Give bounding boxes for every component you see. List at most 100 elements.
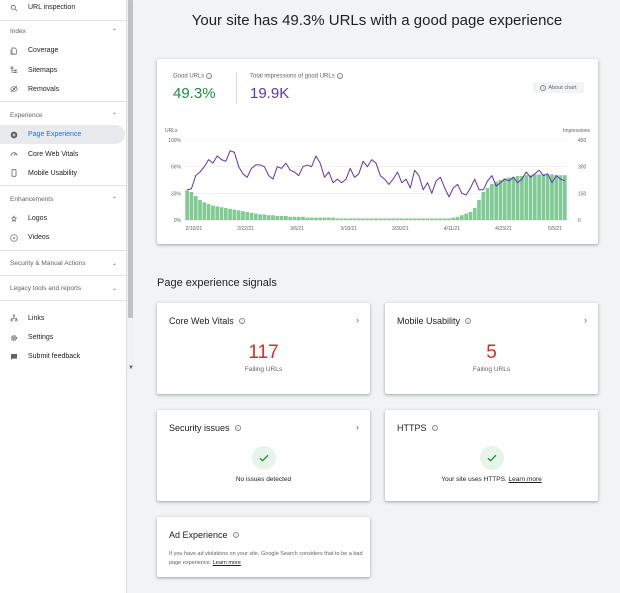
sidebar-item-label: Submit feedback: [28, 353, 81, 361]
failing-count: 117: [248, 342, 279, 363]
chevron-up-icon[interactable]: ⌃: [111, 28, 117, 35]
bar: [356, 218, 361, 220]
security-issues-card[interactable]: Security issues? › No issues detected: [157, 410, 370, 501]
bar: [301, 216, 305, 220]
sidebar-item-label: Videos: [28, 234, 50, 242]
mobile-usability-card[interactable]: Mobile Usability? › 5 Failing URLs: [385, 303, 598, 394]
gear-icon: [0, 334, 28, 342]
bar: [202, 202, 207, 220]
help-icon[interactable]: ?: [206, 73, 213, 79]
help-icon[interactable]: ?: [336, 73, 343, 79]
coverage-icon: [0, 47, 28, 55]
status-line: Your site uses HTTPS. Learn more: [385, 476, 598, 483]
chevron-right-icon[interactable]: ›: [584, 315, 587, 325]
failing-label: Failing URLs: [472, 366, 511, 373]
help-icon[interactable]: ?: [465, 318, 472, 324]
bar: [305, 217, 310, 220]
sitemap-icon: [0, 66, 28, 74]
bar: [520, 176, 524, 220]
bar: [468, 212, 473, 220]
help-icon[interactable]: ?: [234, 425, 241, 431]
chevron-up-icon[interactable]: ⌃: [111, 112, 117, 119]
sidebar-section-enhancements[interactable]: Enhancements ⌃: [0, 190, 127, 208]
x-tick-label: 3/18/21: [340, 226, 357, 232]
learn-more-link[interactable]: Learn more: [212, 560, 241, 566]
good-urls-label: Good URLs: [173, 73, 205, 80]
core-web-vitals-card[interactable]: Core Web Vitals? › 117 Failing URLs: [157, 303, 370, 394]
sidebar-item-core-web-vitals[interactable]: Core Web Vitals: [0, 145, 127, 164]
help-icon[interactable]: ?: [431, 425, 438, 431]
bar: [404, 218, 408, 220]
bar: [279, 216, 284, 220]
bar: [288, 216, 293, 220]
bar: [198, 200, 202, 220]
sidebar-item-links[interactable]: Links: [0, 309, 127, 328]
sidebar-section-security-manual-actions[interactable]: Security & Manual Actions ⌄: [0, 255, 127, 273]
chevron-up-icon[interactable]: ⌃: [111, 196, 117, 203]
bar: [292, 216, 297, 220]
bar: [451, 217, 456, 220]
bar: [438, 218, 443, 220]
sidebar-divider: [0, 185, 127, 187]
bar: [447, 218, 451, 220]
bar: [434, 218, 438, 220]
scroll-down-arrow-icon[interactable]: ▼: [128, 365, 134, 371]
x-tick-label: 4/11/21: [444, 226, 461, 232]
bar: [245, 212, 250, 220]
sidebar-item-settings[interactable]: Settings: [0, 328, 127, 347]
bar: [524, 175, 529, 220]
sidebar-item-removals[interactable]: Removals: [0, 80, 127, 99]
links-icon: [0, 314, 28, 322]
about-chart-button[interactable]: i About chart: [533, 82, 584, 93]
impressions-value: 19.9K: [250, 85, 290, 102]
sidebar-scrollbar[interactable]: ▼: [127, 0, 134, 372]
sidebar-item-videos[interactable]: Videos: [0, 228, 127, 247]
sidebar-section-legacy-tools-and-reports[interactable]: Legacy tools and reports ⌄: [0, 280, 127, 298]
bar: [477, 200, 481, 220]
feedback-icon: [0, 353, 28, 361]
bar: [515, 176, 520, 220]
bar: [365, 218, 370, 220]
sidebar-item-coverage[interactable]: Coverage: [0, 41, 127, 60]
status-text: No issues detected: [235, 476, 292, 483]
bar: [554, 175, 559, 220]
good-urls-label-wrap: Good URLs?: [173, 73, 213, 80]
bar: [382, 218, 387, 220]
sidebar-divider: [0, 20, 127, 22]
left-tick-label: 0%: [174, 218, 182, 224]
sidebar-item-page-experience[interactable]: Page Experience: [0, 125, 125, 145]
chevron-right-icon[interactable]: ›: [356, 315, 359, 325]
help-icon[interactable]: ?: [232, 532, 239, 538]
bar: [253, 213, 258, 220]
sidebar-item-label: Page Experience: [28, 131, 82, 139]
scrollbar-thumb[interactable]: [128, 0, 133, 318]
metric-divider: [236, 72, 237, 104]
bar: [189, 192, 194, 220]
ad-description: If you have ad violations on your site, …: [169, 550, 369, 568]
x-tick-label: 5/5/21: [548, 226, 562, 232]
sidebar-item-logos[interactable]: Logos: [0, 209, 127, 228]
chevron-down-icon[interactable]: ⌄: [111, 261, 117, 268]
ad-experience-card: Ad Experience? If you have ad violations…: [157, 517, 370, 577]
bar: [481, 192, 486, 220]
sidebar-item-sitemaps[interactable]: Sitemaps: [0, 61, 127, 80]
chevron-right-icon[interactable]: ›: [356, 422, 359, 432]
sidebar-item-submit-feedback[interactable]: Submit feedback: [0, 347, 127, 366]
bar: [266, 215, 271, 220]
bar: [532, 174, 537, 220]
bar: [417, 218, 421, 220]
learn-more-link[interactable]: Learn more: [508, 476, 542, 483]
sidebar-section-experience[interactable]: Experience ⌃: [0, 106, 127, 124]
help-icon[interactable]: ?: [238, 318, 245, 324]
combo-chart: URLs Impressions 100% 66% 33% 0% 450 300 150 0 2/1…: [165, 128, 591, 232]
sidebar-item-url-inspection[interactable]: URL inspection: [0, 0, 127, 17]
bar: [387, 218, 391, 220]
card-title: Security issues: [169, 423, 230, 433]
impressions-label: Total impressions of good URLs: [250, 73, 335, 80]
sidebar-item-label: URL inspection: [28, 4, 76, 11]
chevron-down-icon[interactable]: ⌄: [111, 286, 117, 293]
sidebar-item-mobile-usability[interactable]: Mobile Usability: [0, 164, 127, 183]
bar: [541, 174, 546, 220]
sidebar-section-index[interactable]: Index ⌃: [0, 22, 127, 40]
card-title-wrap: Core Web Vitals?: [169, 316, 245, 326]
